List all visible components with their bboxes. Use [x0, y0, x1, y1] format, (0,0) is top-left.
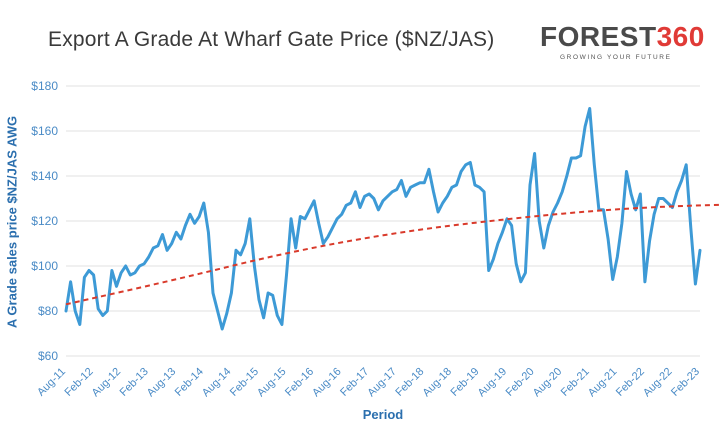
x-tick-label: Feb-23 [669, 366, 702, 399]
x-tick-label: Aug-15 [255, 366, 289, 400]
x-tick-label: Feb-14 [173, 366, 206, 399]
y-tick-label: $160 [31, 124, 58, 138]
y-axis-ticks: $60 $80 $100 $120 $140 $160 $180 [31, 79, 58, 363]
x-tick-label: Aug-19 [476, 366, 510, 400]
series-group [64, 107, 719, 331]
x-tick-label: Feb-12 [63, 366, 96, 399]
trend-line [65, 203, 719, 306]
logo-brand-word: FOREST [540, 21, 657, 52]
x-tick-label: Feb-17 [338, 366, 371, 399]
x-tick-label: Aug-14 [200, 366, 234, 400]
y-tick-label: $80 [38, 304, 58, 318]
x-tick-label: Feb-16 [283, 366, 316, 399]
logo-wordmark: FOREST360 [540, 21, 704, 52]
logo-brand-number: 360 [656, 21, 705, 52]
y-tick-label: $120 [31, 214, 58, 228]
x-tick-label: Feb-21 [559, 366, 592, 399]
x-tick-label: Feb-13 [118, 366, 151, 399]
x-tick-label: Aug-18 [420, 366, 454, 400]
x-tick-label: Feb-15 [228, 366, 261, 399]
logo-tagline: GROWING YOUR FUTURE [560, 54, 672, 61]
x-tick-label: Aug-17 [365, 366, 399, 400]
y-tick-label: $140 [31, 169, 58, 183]
forest360-logo: FOREST360 GROWING YOUR FUTURE [540, 21, 704, 68]
y-tick-label: $180 [31, 79, 58, 93]
y-tick-label: $100 [31, 259, 58, 273]
chart-title: Export A Grade At Wharf Gate Price ($NZ/… [48, 28, 495, 51]
x-tick-label: Feb-18 [393, 366, 426, 399]
x-tick-label: Feb-19 [448, 366, 481, 399]
x-tick-label: Aug-13 [145, 366, 179, 400]
x-tick-label: Feb-22 [614, 366, 647, 399]
y-axis-label: A Grade sales price $NZ/JAS AWG [4, 115, 20, 329]
x-tick-label: Aug-22 [641, 366, 675, 400]
y-tick-label: $60 [38, 349, 58, 363]
x-tick-label: Aug-11 [35, 366, 68, 399]
x-tick-label: Feb-20 [504, 366, 537, 399]
x-tick-label: Aug-20 [531, 366, 565, 400]
x-axis-ticks: Aug-11Feb-12Aug-12Feb-13Aug-13Feb-14Aug-… [35, 366, 702, 400]
x-axis-label: Period [362, 407, 404, 422]
x-tick-label: Aug-16 [310, 366, 344, 400]
x-tick-label: Aug-21 [586, 366, 620, 400]
x-tick-label: Aug-12 [90, 366, 124, 400]
price-series-line [64, 107, 702, 331]
